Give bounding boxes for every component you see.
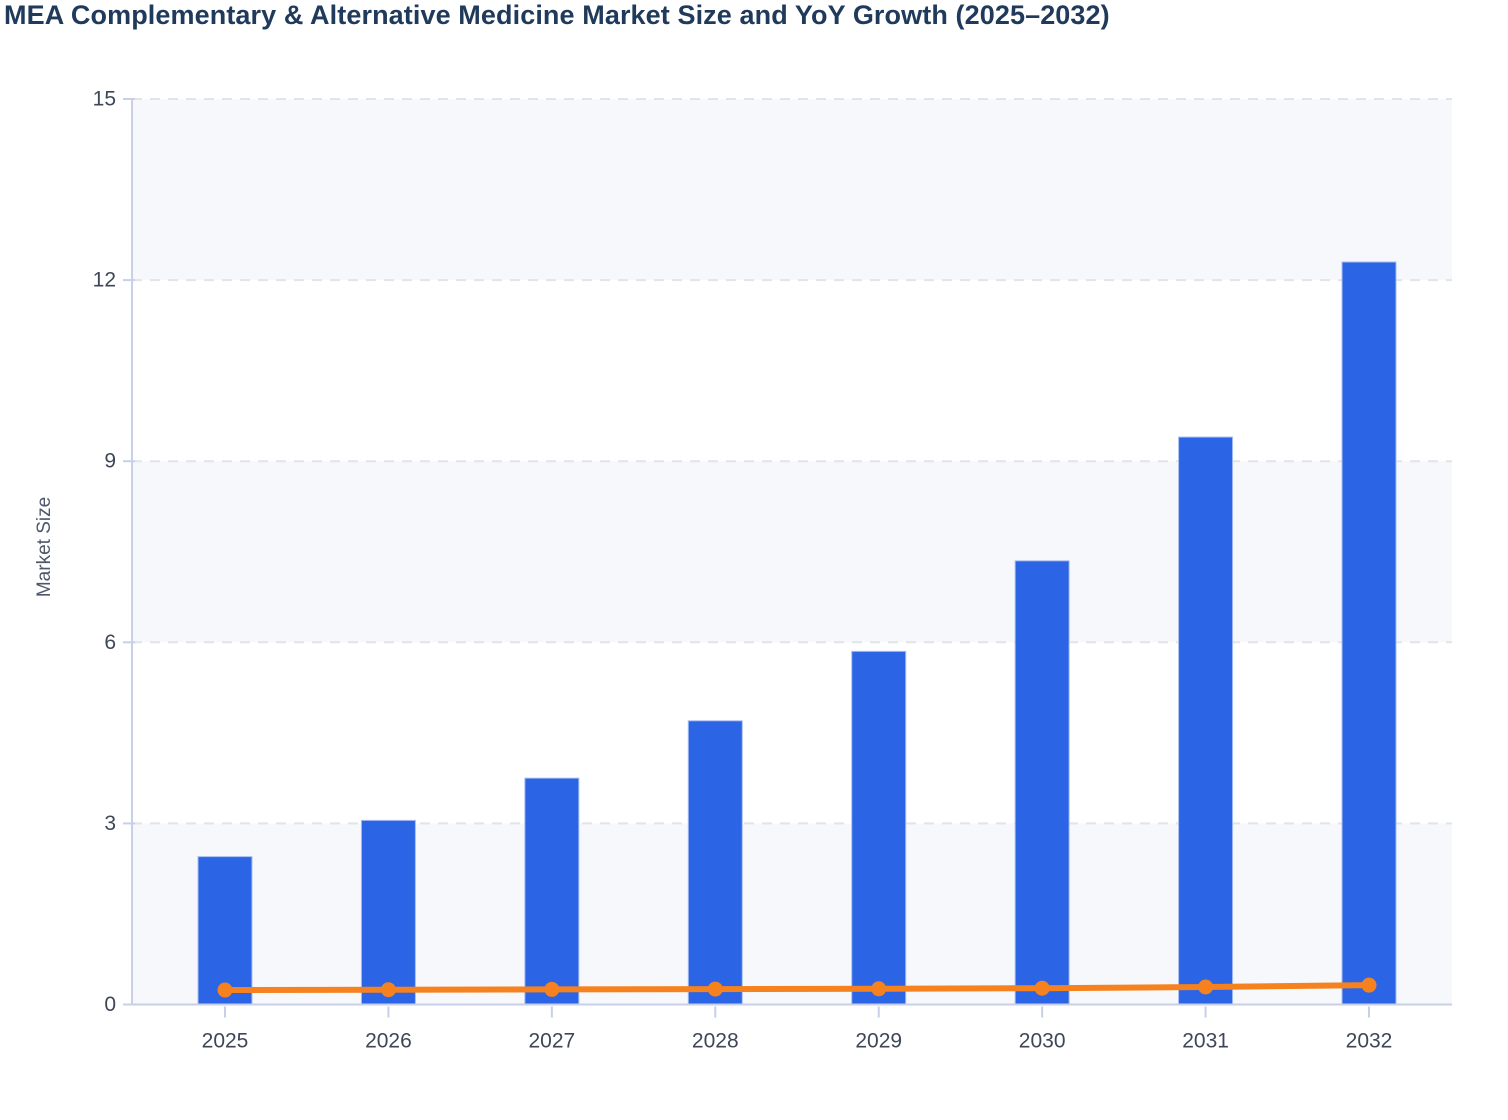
plot-band [132, 461, 1452, 643]
y-tick-label-12: 12 [93, 269, 116, 292]
y-tick-label-6: 6 [104, 631, 116, 654]
plot-band [132, 280, 1452, 462]
bar-2026 [360, 819, 416, 1005]
x-tick-label-2032: 2032 [1346, 1030, 1393, 1053]
plot-band [132, 642, 1452, 824]
x-tick-label-2026: 2026 [365, 1030, 412, 1053]
yoy-marker-2030 [1034, 980, 1050, 996]
plot-band [132, 99, 1452, 281]
bar-2031 [1178, 436, 1234, 1005]
bar-2027 [524, 777, 580, 1005]
yoy-marker-2028 [707, 981, 723, 997]
yoy-growth-line [222, 982, 1373, 994]
plot-band [132, 823, 1452, 1005]
chart-title: MEA Complementary & Alternative Medicine… [4, 0, 1110, 30]
bar-2032 [1341, 261, 1397, 1005]
x-tick-label-2025: 2025 [202, 1030, 249, 1053]
y-tick-label-15: 15 [93, 88, 116, 111]
bar-2030 [1014, 560, 1070, 1005]
bar-2025 [197, 856, 253, 1006]
yoy-marker-2029 [871, 981, 887, 997]
yoy-marker-2025 [217, 982, 233, 998]
y-tick-label-0: 0 [104, 993, 116, 1016]
yoy-marker-2026 [380, 982, 396, 998]
x-tick-label-2030: 2030 [1019, 1030, 1066, 1053]
x-tick-label-2028: 2028 [692, 1030, 739, 1053]
y-tick-label-3: 3 [104, 812, 116, 835]
yoy-marker-2032 [1361, 977, 1377, 993]
y-tick-label-9: 9 [104, 450, 116, 473]
bar-2029 [851, 650, 907, 1005]
yoy-marker-2027 [544, 981, 560, 997]
bar-2028 [687, 720, 743, 1005]
x-tick-label-2031: 2031 [1182, 1030, 1229, 1053]
yoy-marker-2031 [1198, 979, 1214, 995]
x-tick-label-2027: 2027 [529, 1030, 576, 1053]
x-tick-label-2029: 2029 [855, 1030, 902, 1053]
